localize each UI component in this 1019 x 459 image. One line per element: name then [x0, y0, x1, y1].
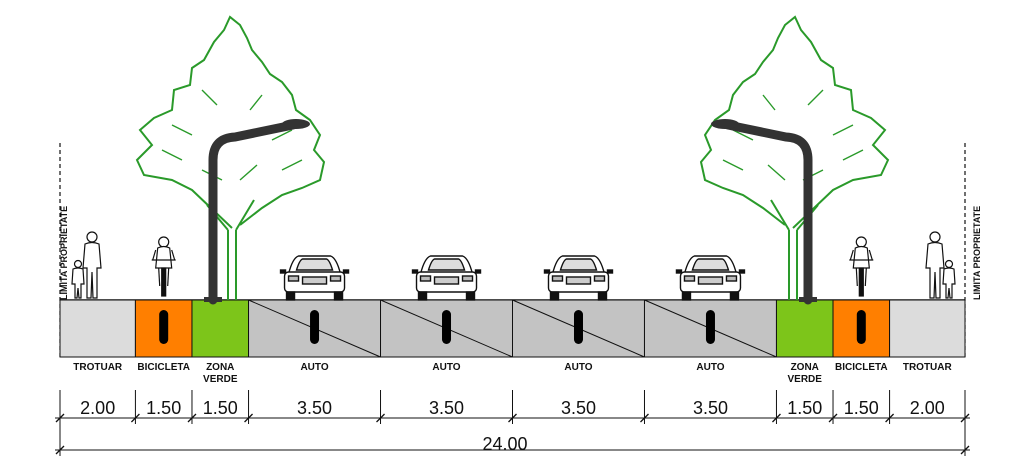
dimension-tick — [376, 413, 385, 423]
lane-width-value: 3.50 — [693, 398, 728, 418]
lane-label-road: AUTO — [300, 362, 328, 373]
dimension-tick — [244, 413, 254, 423]
property-limit-label-left: LIMITA PROPRIETATE — [59, 206, 69, 300]
dimension-tick — [55, 413, 65, 423]
lane-width-value: 2.00 — [910, 398, 945, 418]
dimension-line: 2.00 1.50 1.50 3.50 3.50 3.50 3.50 1.50 1.50 2.00 — [55, 390, 970, 456]
lane-width-value: 3.50 — [297, 398, 332, 418]
lane-label-green: ZONA — [791, 362, 819, 373]
lamp-base — [204, 297, 222, 302]
lamp-pole — [208, 120, 298, 305]
lane-marker — [442, 310, 452, 344]
lane-marker — [856, 310, 866, 344]
lane-marker — [705, 310, 715, 344]
lane-width-value: 1.50 — [844, 398, 879, 418]
lane-marker — [573, 310, 583, 344]
lane-label-road: AUTO — [564, 362, 592, 373]
lamp-pole — [723, 120, 813, 305]
property-limit-label-right: LIMITA PROPRIETATE — [972, 206, 982, 300]
cyclist-icon — [848, 236, 874, 297]
dimension-tick — [960, 413, 970, 423]
lane-band-sidewalk — [889, 299, 966, 358]
lane-label-bike: BICICLETA — [835, 362, 888, 373]
dimension-tick — [130, 413, 140, 423]
lamp-base — [799, 297, 817, 302]
dimension-tick — [508, 413, 517, 423]
dimension-tick — [885, 413, 895, 423]
lane-label-bike: BICICLETA — [137, 362, 190, 373]
lane-width-value: 3.50 — [429, 398, 464, 418]
total-width-label: 24.00 — [482, 434, 527, 454]
car-icon — [279, 255, 350, 301]
dimension-tick — [828, 413, 838, 423]
lane-label-green: ZONA — [206, 362, 234, 373]
dimension-tick — [187, 413, 197, 423]
lane-label-road: AUTO — [696, 362, 724, 373]
dimension-tick — [771, 413, 781, 423]
lane-label-green: VERDE — [788, 374, 823, 385]
lane-label-sidewalk: TROTUAR — [73, 362, 123, 373]
pedestrian-icon — [925, 231, 956, 299]
pedestrian-icon — [71, 231, 102, 299]
total-tick — [55, 445, 65, 455]
street-lamp-icon — [204, 119, 310, 305]
lane-width-value: 3.50 — [561, 398, 596, 418]
car-icon — [543, 255, 614, 301]
car-icon — [675, 255, 746, 301]
cross-section-drawing — [59, 16, 966, 358]
lane-width-value: 1.50 — [146, 398, 181, 418]
street-lamp-icon — [711, 119, 817, 305]
lane-width-value: 2.00 — [80, 398, 115, 418]
lane-band-green — [191, 299, 250, 358]
lane-label-sidewalk: TROTUAR — [903, 362, 953, 373]
lane-label-green: VERDE — [203, 374, 238, 385]
lane-band-green — [775, 299, 834, 358]
lane-marker — [159, 310, 169, 344]
total-tick — [960, 445, 970, 455]
lane-width-value: 1.50 — [203, 398, 238, 418]
lane-label-road: AUTO — [432, 362, 460, 373]
dimension-tick — [640, 413, 649, 423]
lane-band-sidewalk — [59, 299, 136, 358]
cyclist-icon — [151, 236, 177, 297]
lamp-head — [282, 119, 310, 129]
lane-width-value: 1.50 — [787, 398, 822, 418]
car-icon — [411, 255, 482, 301]
lane-marker — [310, 310, 320, 344]
lamp-head — [711, 119, 739, 129]
